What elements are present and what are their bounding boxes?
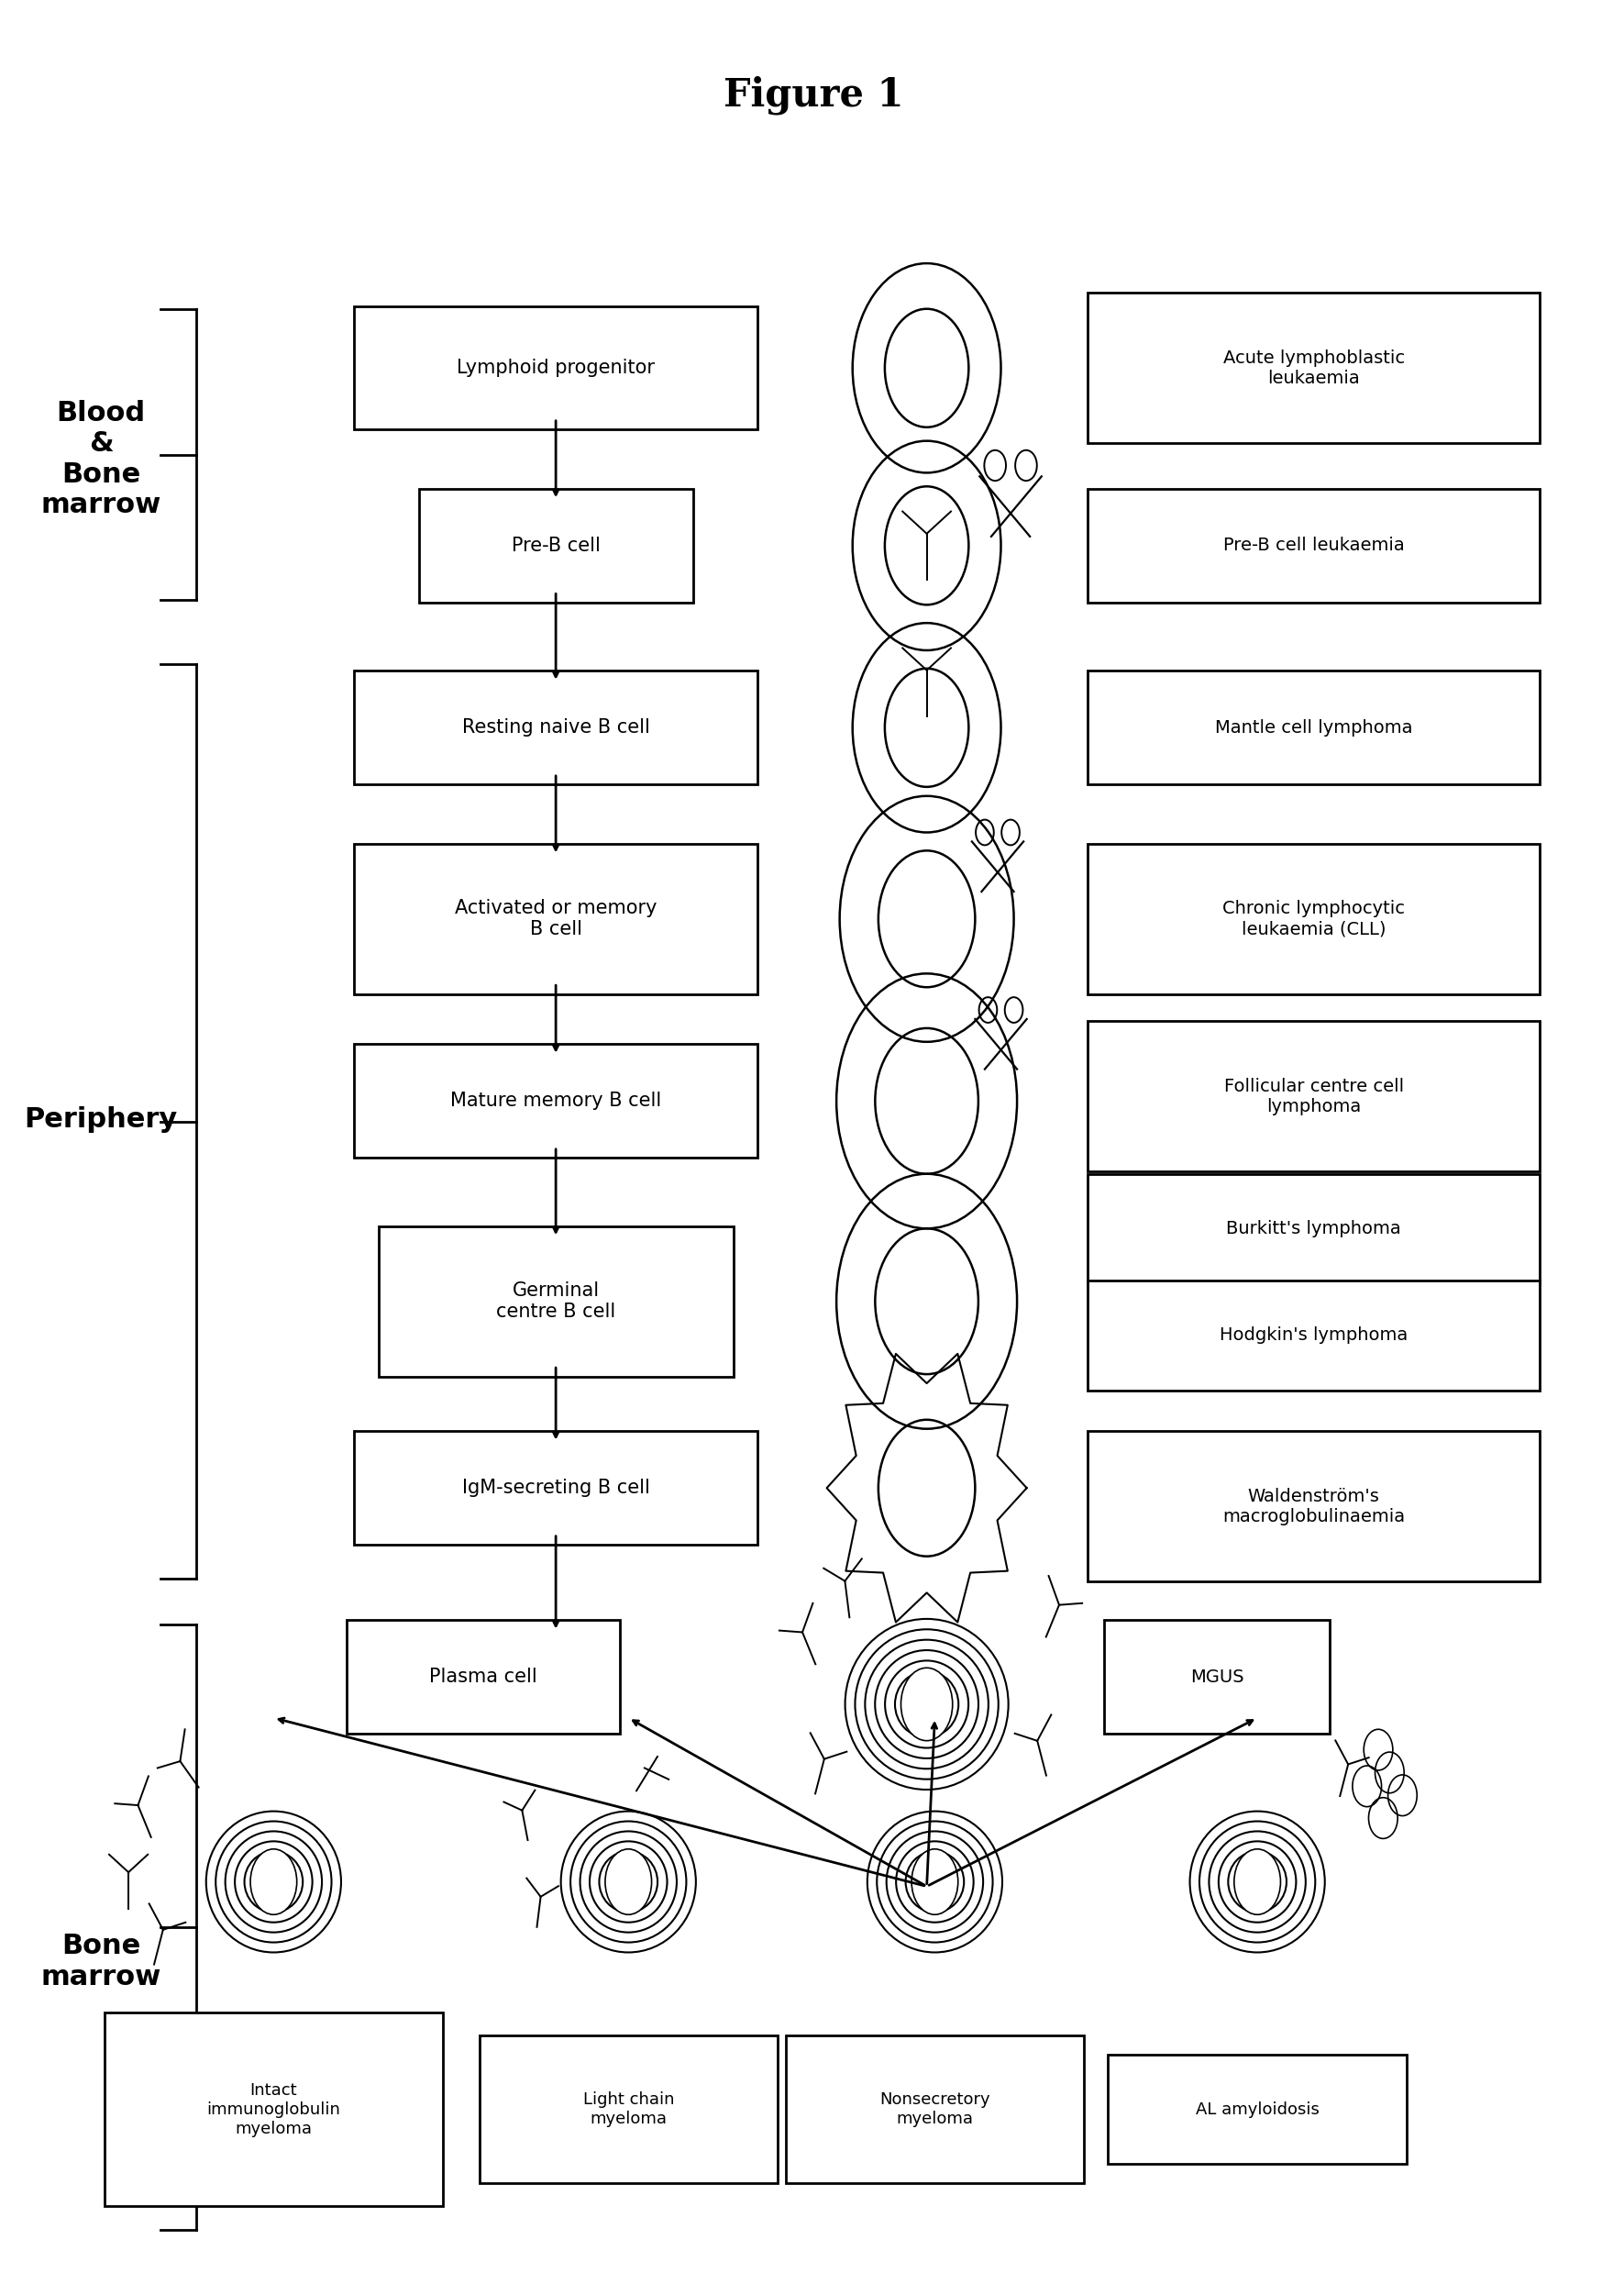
Text: Chronic lymphocytic
leukaemia (CLL): Chronic lymphocytic leukaemia (CLL) — [1223, 900, 1405, 939]
FancyBboxPatch shape — [1088, 1432, 1540, 1581]
Text: Hodgkin's lymphoma: Hodgkin's lymphoma — [1220, 1327, 1408, 1345]
FancyBboxPatch shape — [354, 306, 757, 429]
Text: Light chain
myeloma: Light chain myeloma — [583, 2092, 674, 2126]
FancyBboxPatch shape — [1104, 1619, 1330, 1734]
Text: Lymphoid progenitor: Lymphoid progenitor — [456, 359, 654, 377]
FancyBboxPatch shape — [354, 1432, 757, 1544]
Text: IgM-secreting B cell: IgM-secreting B cell — [461, 1478, 650, 1498]
FancyBboxPatch shape — [378, 1227, 732, 1377]
FancyBboxPatch shape — [354, 671, 757, 786]
Text: Pre-B cell: Pre-B cell — [512, 537, 601, 555]
FancyBboxPatch shape — [1088, 489, 1540, 603]
FancyBboxPatch shape — [354, 1044, 757, 1158]
Text: Nonsecretory
myeloma: Nonsecretory myeloma — [880, 2092, 991, 2126]
Text: Bone
marrow: Bone marrow — [41, 1932, 161, 1989]
FancyBboxPatch shape — [1088, 292, 1540, 443]
Text: Waldenström's
macroglobulinaemia: Waldenström's macroglobulinaemia — [1223, 1487, 1405, 1526]
FancyBboxPatch shape — [1088, 843, 1540, 994]
FancyBboxPatch shape — [479, 2035, 778, 2184]
Text: Mantle cell lymphoma: Mantle cell lymphoma — [1215, 719, 1413, 735]
Circle shape — [901, 1667, 953, 1740]
Circle shape — [250, 1850, 297, 1914]
FancyBboxPatch shape — [1088, 1281, 1540, 1391]
Circle shape — [911, 1850, 958, 1914]
Text: Periphery: Periphery — [24, 1105, 177, 1133]
FancyBboxPatch shape — [786, 2035, 1083, 2184]
Text: Resting naive B cell: Resting naive B cell — [461, 719, 650, 738]
FancyBboxPatch shape — [346, 1619, 620, 1734]
Text: Pre-B cell leukaemia: Pre-B cell leukaemia — [1223, 537, 1405, 555]
Text: Blood
&
Bone
marrow: Blood & Bone marrow — [41, 400, 161, 518]
Text: Germinal
centre B cell: Germinal centre B cell — [495, 1281, 615, 1320]
Text: Plasma cell: Plasma cell — [429, 1667, 538, 1686]
Text: Intact
immunoglobulin
myeloma: Intact immunoglobulin myeloma — [206, 2083, 341, 2138]
Text: Burkitt's lymphoma: Burkitt's lymphoma — [1226, 1220, 1402, 1238]
Text: Mature memory B cell: Mature memory B cell — [450, 1092, 661, 1110]
FancyBboxPatch shape — [1088, 671, 1540, 786]
Circle shape — [606, 1850, 651, 1914]
Text: AL amyloidosis: AL amyloidosis — [1195, 2101, 1319, 2117]
Text: Follicular centre cell
lymphoma: Follicular centre cell lymphoma — [1224, 1078, 1403, 1115]
FancyBboxPatch shape — [1088, 1174, 1540, 1284]
Text: Activated or memory
B cell: Activated or memory B cell — [455, 900, 658, 939]
Text: MGUS: MGUS — [1190, 1667, 1244, 1686]
FancyBboxPatch shape — [1088, 1021, 1540, 1172]
Circle shape — [1234, 1850, 1281, 1914]
Text: Acute lymphoblastic
leukaemia: Acute lymphoblastic leukaemia — [1223, 349, 1405, 386]
FancyBboxPatch shape — [1108, 2056, 1406, 2163]
Text: Figure 1: Figure 1 — [724, 75, 905, 114]
FancyBboxPatch shape — [419, 489, 693, 603]
FancyBboxPatch shape — [354, 843, 757, 994]
FancyBboxPatch shape — [104, 2012, 443, 2206]
